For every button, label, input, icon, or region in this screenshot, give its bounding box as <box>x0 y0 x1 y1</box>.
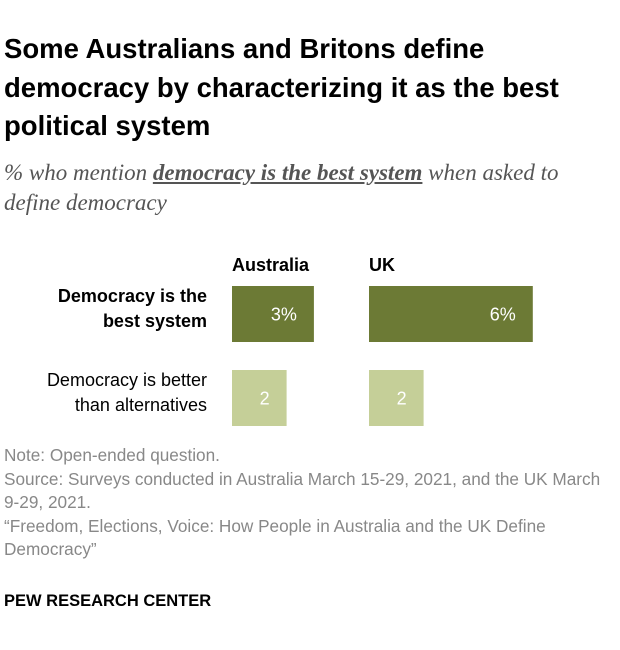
chart-subtitle: % who mention democracy is the best syst… <box>4 158 614 218</box>
bar-chart: Australia UK Democracy is the best system 3%… <box>47 255 533 426</box>
row-label-1-line-1: than alternatives <box>75 395 207 415</box>
bar-row-0-col-1 <box>369 286 533 342</box>
value-label-row-0-col-1: 6% <box>490 305 516 325</box>
row-label-1-line-0: Democracy is better <box>47 370 207 390</box>
chart-title: Some Australians and Britons define demo… <box>4 33 559 141</box>
value-label-row-0-col-0: 3% <box>271 305 297 325</box>
column-header-1: UK <box>369 255 395 275</box>
pew-logo-text: PEW RESEARCH CENTER <box>4 592 212 610</box>
value-label-row-1-col-1: 2 <box>397 389 407 409</box>
subtitle-suffix: when asked to define democracy <box>4 160 559 215</box>
source-text: Source: Surveys conducted in Australia M… <box>4 468 601 513</box>
note-text: Note: Open-ended question. <box>4 445 220 465</box>
row-label-0-line-0: Democracy is the <box>58 286 207 306</box>
bar-row-1-col-1 <box>369 370 424 426</box>
notes-block: Note: Open-ended question. Source: Surve… <box>4 444 619 562</box>
value-label-row-1-col-0: 2 <box>260 389 270 409</box>
bar-row-1-col-0 <box>232 370 287 426</box>
subtitle-emphasis: democracy is the best system <box>152 160 423 185</box>
column-header-0: Australia <box>232 255 310 275</box>
subtitle-prefix: % who mention <box>4 160 153 185</box>
report-title-text: “Freedom, Elections, Voice: How People i… <box>4 515 546 560</box>
row-label-0-line-1: best system <box>103 311 207 331</box>
bar-row-0-col-0 <box>232 286 314 342</box>
